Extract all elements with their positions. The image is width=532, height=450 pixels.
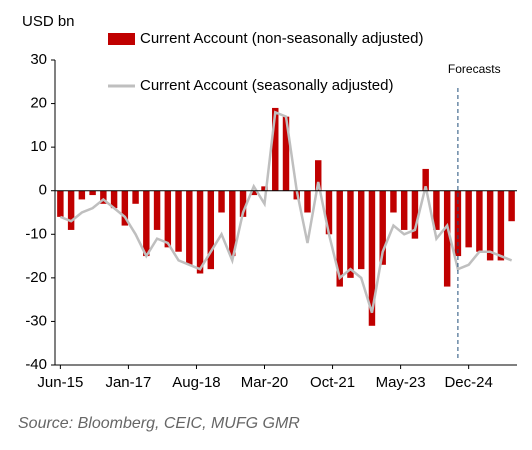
bar [476, 190, 483, 252]
bar [239, 190, 247, 217]
bar [304, 190, 311, 213]
bar [67, 190, 75, 230]
x-tick-label: Dec-24 [444, 374, 492, 391]
bar [400, 190, 408, 230]
bar [186, 190, 193, 265]
forecast-label: Forecasts [448, 62, 501, 76]
y-tick-label: 20 [30, 95, 47, 112]
bar [207, 190, 215, 270]
bar [497, 190, 505, 261]
bar [164, 190, 172, 248]
bar [347, 190, 354, 278]
source: Source: Bloomberg, CEIC, MUFG GMR [18, 415, 300, 432]
bar [368, 190, 376, 326]
bar [411, 190, 419, 239]
y-tick-label: 30 [30, 51, 47, 68]
bar [218, 190, 225, 213]
y-tick-label: 10 [30, 138, 47, 155]
bar [433, 190, 440, 230]
bar [379, 190, 386, 265]
y-tick-label: -20 [25, 269, 47, 286]
bar [143, 190, 150, 257]
bar [315, 160, 322, 191]
bar [261, 186, 268, 191]
bar [465, 190, 472, 248]
y-tick-label: -40 [25, 356, 47, 373]
line [59, 110, 513, 314]
y-tick-label: -30 [25, 312, 47, 329]
bar [357, 190, 365, 270]
x-tick-label: Mar-20 [241, 374, 289, 391]
legend-label: Current Account (non-seasonally adjusted… [140, 30, 424, 47]
bar [390, 190, 397, 213]
x-tick-label: Jan-17 [105, 374, 151, 391]
bar [57, 190, 64, 217]
bar [175, 190, 182, 252]
bar [250, 190, 257, 196]
bar [272, 107, 279, 191]
bar [229, 190, 236, 257]
x-tick-label: Oct-21 [310, 374, 355, 391]
bar [132, 190, 139, 204]
y-unit-label: USD bn [22, 13, 75, 30]
bar [153, 190, 161, 230]
bar [110, 190, 118, 209]
bar [508, 190, 515, 222]
bar [282, 116, 290, 191]
x-tick-label: Aug-18 [172, 374, 220, 391]
bar [443, 190, 451, 287]
bar [422, 168, 429, 191]
bar [78, 190, 86, 200]
bar [486, 190, 494, 261]
y-tick-label: 0 [39, 182, 47, 199]
bar [121, 190, 129, 226]
bar [100, 190, 107, 204]
y-tick-label: -10 [25, 225, 47, 242]
bar [336, 190, 343, 287]
legend-label: Current Account (seasonally adjusted) [140, 77, 393, 94]
bar [196, 190, 204, 274]
x-tick-label: May-23 [376, 374, 426, 391]
bar [325, 190, 333, 235]
x-tick-label: Jun-15 [37, 374, 83, 391]
bar [89, 190, 96, 196]
legend-swatch [108, 33, 135, 45]
